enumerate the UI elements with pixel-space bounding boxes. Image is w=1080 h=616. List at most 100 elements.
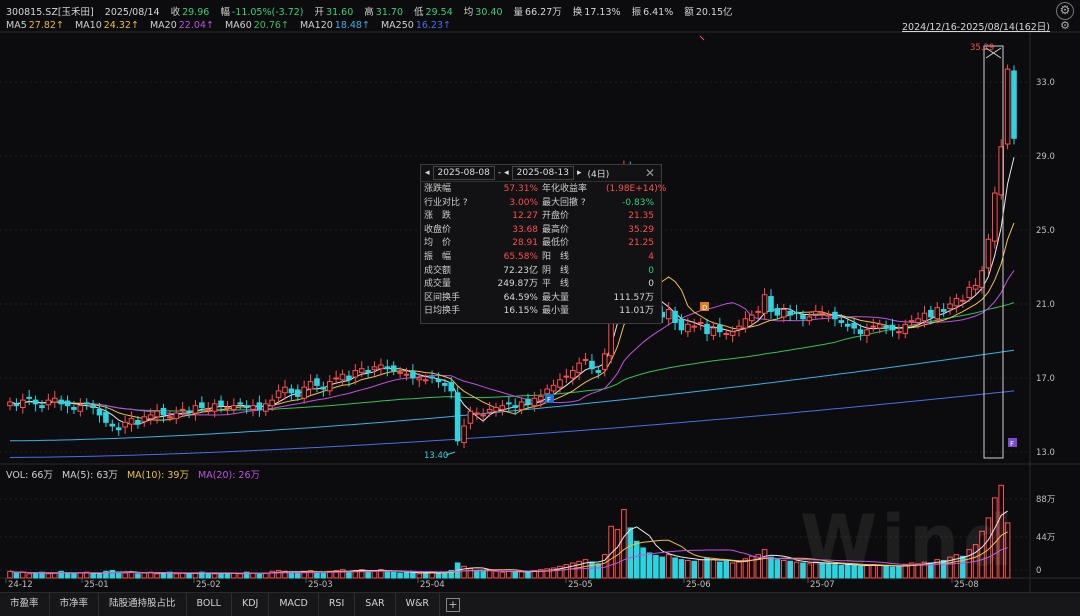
candle-body (787, 310, 793, 316)
candle-body (474, 412, 480, 415)
event-marker-f-label: F (547, 396, 551, 404)
close-label: 收 (170, 7, 181, 18)
prev-arrow-icon[interactable]: ◂ (425, 168, 430, 178)
candle-body (563, 375, 570, 378)
tab-7[interactable]: SAR (355, 593, 396, 616)
tooltip-value: 111.57万 (613, 292, 655, 303)
candle-body (390, 365, 397, 372)
tab-2[interactable]: 陆股通持股占比 (99, 593, 187, 616)
volume-bar (314, 571, 320, 579)
volume-bar (537, 569, 544, 579)
volume-bar (474, 569, 480, 579)
candle-body (1004, 68, 1011, 145)
range-settings-icon[interactable]: ⚙ (1060, 19, 1070, 32)
volume-bar (992, 497, 998, 579)
tab-6[interactable]: RSI (319, 593, 356, 616)
start-date-field[interactable]: 2025-08-08 (432, 166, 495, 180)
tooltip-label: 阳 线 (542, 251, 570, 262)
end-date-field[interactable]: 2025-08-13 (511, 166, 574, 180)
price-tick-label: 13.0 (1036, 448, 1055, 458)
interval-stats-tooltip: ◂ 2025-08-08 - ◂ 2025-08-13 ▸ (4日) ✕ 涨跌幅… (420, 164, 666, 324)
candle-body (966, 286, 973, 299)
tooltip-value: 28.91 (512, 238, 538, 249)
candle-body (518, 401, 525, 410)
ma60-line (9, 302, 1015, 412)
ma10-value: 24.32↑ (103, 20, 139, 31)
candle-body (128, 418, 135, 425)
volume-bar (365, 570, 371, 579)
tooltip-value: -0.83% (622, 197, 654, 208)
volume-bar (857, 565, 864, 579)
candle-body (378, 364, 384, 370)
volume-bar (410, 572, 416, 579)
volume-bar (960, 555, 966, 579)
volume-bar (90, 573, 96, 579)
volume-bar (883, 565, 889, 579)
tab-3[interactable]: BOLL (187, 593, 232, 616)
candle-body (697, 321, 704, 324)
tab-1[interactable]: 市净率 (50, 593, 100, 616)
candle-body (896, 331, 902, 334)
candle-body (416, 377, 423, 381)
settings-gear-icon[interactable]: ⚙ (1056, 2, 1074, 20)
ma60-value: 20.76↑ (253, 20, 289, 31)
volume-bar (518, 570, 525, 579)
tab-4[interactable]: KDJ (232, 593, 270, 616)
candle-body (902, 323, 909, 335)
candle-body (557, 379, 563, 388)
volume-bar (697, 559, 704, 579)
volume-bar (154, 573, 160, 579)
selection-close-icon-2 (985, 47, 1002, 59)
stock-code[interactable]: 300815.SZ[玉禾田] (6, 7, 94, 18)
volume-bar (800, 562, 806, 579)
volume-bar (435, 572, 442, 579)
amount-value: 20.15亿 (695, 7, 733, 18)
tooltip-label: 最大回撤 ? (542, 197, 586, 208)
candle-body (358, 368, 365, 373)
amplitude-value: 6.41% (643, 7, 674, 18)
low-value: 29.54 (425, 7, 453, 18)
volume-bar (653, 554, 659, 579)
candle-body (122, 421, 128, 428)
volume-bar (205, 572, 212, 579)
tab-8[interactable]: W&R (396, 593, 440, 616)
tooltip-value: 35.29 (628, 224, 654, 235)
add-tab-icon[interactable]: + (445, 598, 460, 612)
prev-arrow-icon-2[interactable]: ◂ (504, 168, 509, 178)
volume-bar (243, 571, 250, 579)
candle-body (685, 323, 691, 333)
volume-bar (307, 569, 314, 579)
high-value: 31.70 (375, 7, 403, 18)
volume-bar (269, 570, 275, 579)
candle-body (768, 296, 774, 312)
volume-bar (135, 573, 141, 579)
tab-0[interactable]: 市盈率 (0, 593, 50, 616)
quote-date: 2025/08/14 (104, 7, 160, 18)
volume-bar (678, 559, 685, 579)
candle-body (19, 399, 26, 409)
candle-body (506, 402, 512, 405)
candle-body (346, 375, 352, 381)
next-arrow-icon[interactable]: ▸ (576, 168, 582, 178)
volume-bar (755, 554, 762, 579)
candle-body (320, 386, 327, 390)
tooltip-value: 12.27 (512, 211, 538, 222)
tab-5[interactable]: MACD (269, 593, 319, 616)
close-icon[interactable]: ✕ (644, 166, 655, 180)
volume-bar (467, 568, 474, 579)
volume-bar (58, 570, 64, 579)
candle-body (832, 311, 838, 320)
tooltip-value: 33.68 (512, 224, 538, 235)
date-range-link[interactable]: 2024/12/16-2025/08/14(162日) (902, 22, 1050, 33)
date-tick-label: 25-08 (954, 580, 979, 590)
vol-label: VOL: 66万 (6, 470, 53, 481)
candle-body (314, 378, 320, 386)
candle-body (83, 402, 90, 405)
volume-bar (109, 569, 116, 579)
candle-body (486, 408, 493, 413)
candle-body (672, 310, 678, 323)
volume-bar (774, 559, 781, 579)
date-tick-label: 25-07 (810, 580, 835, 590)
volume-bar (506, 570, 512, 579)
